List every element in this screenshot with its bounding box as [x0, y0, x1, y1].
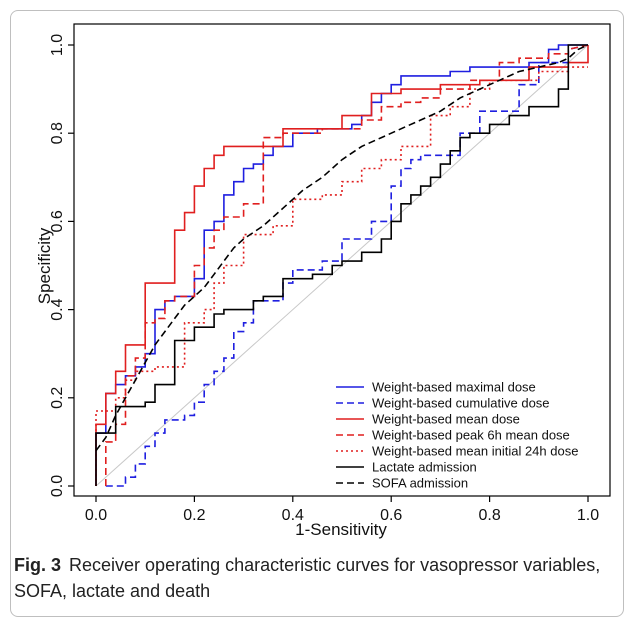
- x-tick-label-5: 1.0: [577, 507, 599, 524]
- x-tick-label-1: 0.2: [183, 507, 205, 524]
- series-line-3: [105, 44, 589, 486]
- series-line-6: [95, 44, 589, 452]
- legend-label-0: Weight-based maximal dose: [372, 380, 536, 395]
- figure-caption: Fig. 3 Receiver operating characteristic …: [14, 552, 614, 604]
- legend-label-2: Weight-based mean dose: [372, 412, 520, 427]
- x-tick-label-2: 0.4: [282, 507, 304, 524]
- legend-label-4: Weight-based mean initial 24h dose: [372, 444, 578, 459]
- figure-frame: [10, 10, 624, 617]
- y-tick-label-5: 1.0: [49, 34, 66, 56]
- legend-label-6: SOFA admission: [372, 476, 468, 491]
- series-line-5: [95, 44, 588, 486]
- legend-label-5: Lactate admission: [372, 460, 477, 475]
- series-line-2: [95, 45, 589, 486]
- y-tick-label-3: 0.6: [49, 210, 66, 232]
- series-line-1: [105, 44, 589, 487]
- x-axis-label: 1-Sensitivity: [295, 520, 387, 539]
- x-tick-label-0: 0.0: [85, 507, 107, 524]
- x-tick-label-3: 0.6: [380, 507, 402, 524]
- x-tick-label-4: 0.8: [478, 507, 500, 524]
- plot-box: [73, 23, 611, 497]
- caption-text: Receiver operating characteristic curves…: [14, 555, 601, 601]
- y-tick-label-4: 0.8: [49, 122, 66, 144]
- legend-label-1: Weight-based cumulative dose: [372, 396, 550, 411]
- series-line-0: [95, 44, 588, 486]
- y-tick-label-0: 0.0: [49, 475, 66, 497]
- y-tick-label-1: 0.2: [49, 387, 66, 409]
- y-axis-label: Specificity: [35, 227, 54, 304]
- y-tick-label-2: 0.4: [49, 298, 66, 320]
- caption-label: Fig. 3: [14, 555, 62, 575]
- roc-chart: 0.0 0.2 0.4 0.6 0.8 1.0 0.0 0.2 0.4 0.6 0.8 1.0 Wei…: [35, 23, 611, 539]
- legend-label-3: Weight-based peak 6h mean dose: [372, 428, 570, 443]
